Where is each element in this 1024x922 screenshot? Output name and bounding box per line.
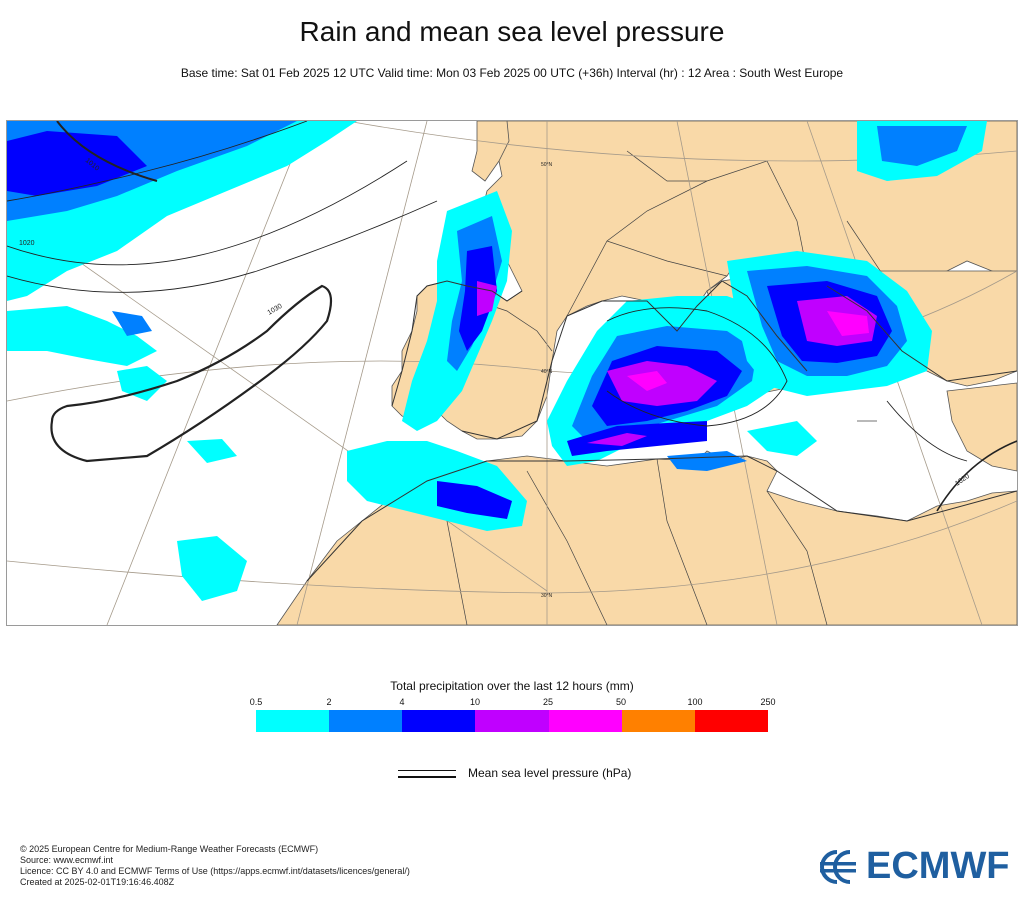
isobar-label-1020-east: 1020	[954, 473, 971, 488]
credits-licence: Licence: CC BY 4.0 and ECMWF Terms of Us…	[20, 866, 410, 876]
precip-area-atlantic-1	[7, 306, 157, 366]
colorbar-tick-1: 2	[326, 697, 332, 707]
precip-area-algeria-peak	[587, 433, 647, 446]
msl-legend: Mean sea level pressure (hPa)	[398, 766, 631, 780]
isobar-1030-closed	[50, 284, 333, 463]
precip-area-atlantic-4	[187, 439, 237, 463]
credits-source: Source: www.ecmwf.int	[20, 855, 114, 865]
isobar-1010	[56, 121, 158, 182]
colorbar-segment-3	[475, 710, 549, 732]
lat-label-40: 40°N	[541, 369, 553, 375]
isobar-1020-east	[936, 440, 1017, 512]
credits-copyright: © 2025 European Centre for Medium-Range …	[20, 844, 319, 854]
colorbar-segment-5	[621, 710, 695, 732]
weather-map[interactable]: 1010 1020 1030 1020 50°N 40°N 30°N	[6, 120, 1018, 626]
ecmwf-logo: ECMWF	[814, 845, 1010, 888]
precip-colorbar	[256, 710, 768, 732]
msl-legend-label: Mean sea level pressure (hPa)	[468, 766, 632, 780]
colorbar-tick-5: 50	[615, 697, 627, 707]
coastlines	[306, 280, 1017, 582]
legend-title: Total precipitation over the last 12 hou…	[390, 679, 634, 693]
precip-area-ne-mid	[877, 126, 967, 166]
colorbar-segment-0	[256, 710, 330, 732]
isobar-north-3	[7, 121, 308, 202]
precip-area-atlantic-3	[177, 536, 247, 601]
lat-label-30: 30°N	[541, 593, 553, 599]
precip-area-iberia-peak	[477, 281, 497, 316]
ecmwf-logo-text: ECMWF	[866, 845, 1010, 887]
land-uk	[471, 121, 510, 182]
isobar-north-1	[7, 160, 408, 266]
map-canvas: 1010 1020 1030 1020 50°N 40°N 30°N	[7, 121, 1017, 625]
colorbar-tick-7: 250	[760, 697, 776, 707]
map-subtitle: Base time: Sat 01 Feb 2025 12 UTC Valid …	[180, 66, 844, 80]
credits-created: Created at 2025-02-01T19:16:46.408Z	[20, 877, 175, 887]
precip-area-libya	[747, 421, 817, 456]
precip-layer	[7, 121, 987, 601]
colorbar-segment-6	[694, 710, 768, 732]
colorbar-tick-0: 0.5	[249, 697, 263, 707]
ecmwf-logo-icon	[820, 849, 856, 884]
precip-area-wmed-peak2	[627, 371, 667, 391]
precip-area-atlantic-5	[112, 311, 152, 336]
isobar-label-1030: 1030	[267, 303, 284, 317]
msl-legend-lines	[398, 767, 456, 779]
credits: © 2025 European Centre for Medium-Range …	[20, 844, 410, 888]
colorbar-tick-4: 25	[542, 697, 554, 707]
colorbar-segment-2	[402, 710, 476, 732]
precip-area-morocco-core	[437, 481, 512, 519]
colorbar-tick-2: 4	[399, 697, 405, 707]
isobar-north-2	[7, 200, 438, 293]
isobars	[7, 121, 1017, 512]
colorbar-tick-6: 100	[687, 697, 703, 707]
colorbar-segment-4	[548, 710, 622, 732]
isobar-label-1020: 1020	[19, 240, 35, 247]
map-title: Rain and mean sea level pressure	[299, 16, 725, 47]
colorbar-tick-3: 10	[469, 697, 481, 707]
isobar-east-2	[886, 400, 968, 462]
lat-label-50: 50°N	[541, 162, 553, 168]
precip-area-atlantic-2	[117, 366, 167, 401]
precip-area-tunisia	[667, 451, 747, 471]
colorbar-segment-1	[329, 710, 403, 732]
precip-area-cmed-peak2	[827, 311, 869, 336]
isobar-med	[606, 307, 788, 427]
